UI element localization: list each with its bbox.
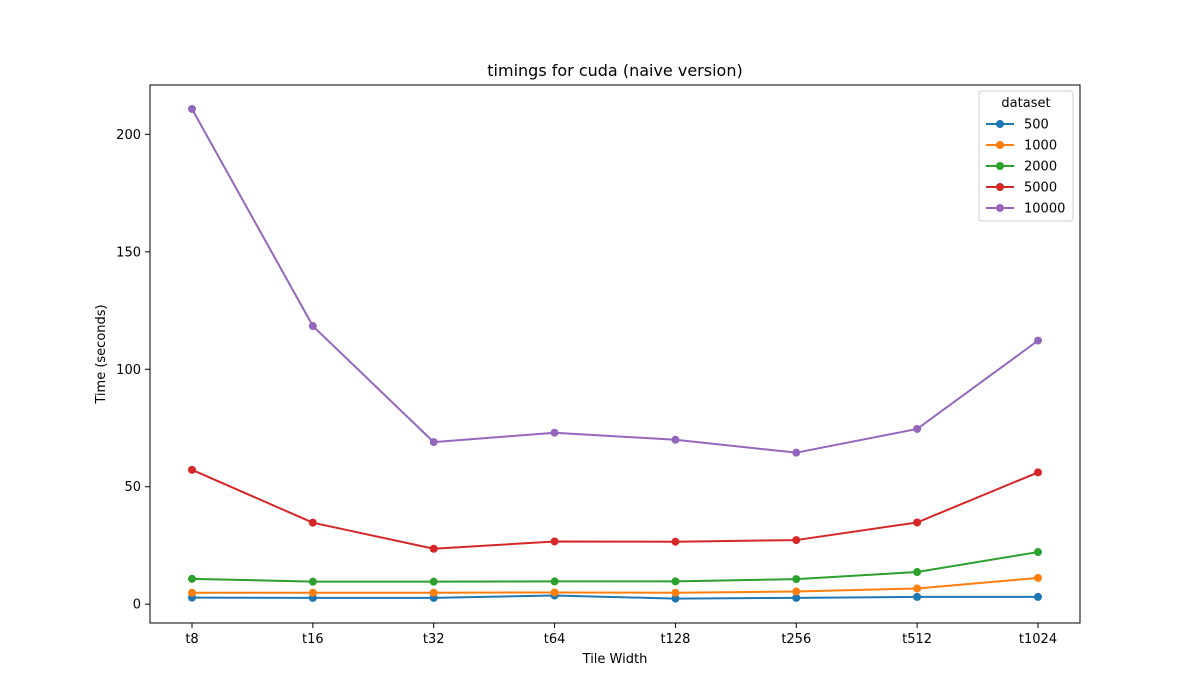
series-line: [191, 594, 1038, 600]
data-point: [671, 594, 680, 603]
series-line: [192, 576, 1039, 594]
data-point: [308, 518, 317, 527]
legend-marker: [996, 141, 1004, 149]
data-point: [550, 588, 559, 597]
x-tick-label: t8: [185, 632, 198, 647]
series-2000: [188, 548, 1042, 586]
data-point: [1034, 592, 1042, 601]
series-5000: [188, 465, 1042, 553]
data-point: [792, 593, 801, 602]
data-point: [1034, 336, 1042, 345]
data-point: [913, 584, 922, 593]
legend-label: 500: [1024, 118, 1049, 133]
y-tick-label: 200: [116, 128, 141, 143]
x-tick-label: t256: [781, 632, 811, 647]
x-tick-label: t16: [302, 632, 324, 647]
data-point: [792, 536, 801, 545]
y-axis-label: Time (seconds): [94, 304, 109, 404]
data-point: [188, 104, 196, 113]
data-point: [913, 592, 922, 601]
data-point: [429, 438, 438, 447]
legend-label: 5000: [1024, 181, 1057, 196]
series-layer: [188, 104, 1042, 603]
x-tick-label: t32: [423, 632, 445, 647]
data-point: [429, 544, 438, 553]
y-tick-label: 50: [124, 480, 141, 495]
legend: dataset 500 1000 2000 5000 10000: [978, 90, 1074, 222]
x-tick-label: t512: [902, 632, 932, 647]
data-point: [1034, 548, 1042, 557]
x-tick-label: t64: [544, 632, 566, 647]
data-point: [913, 518, 922, 527]
series-10000: [188, 104, 1042, 457]
x-tick-label: t128: [660, 632, 690, 647]
data-point: [550, 537, 559, 546]
series-1000: [188, 573, 1042, 597]
data-point: [792, 575, 801, 584]
chart-title: timings for cuda (naive version): [487, 61, 742, 80]
legend-label: 10000: [1024, 202, 1065, 217]
x-axis: t8 t16 t32 t64 t128 t256 t512 t1024: [185, 623, 1057, 647]
legend-marker: [996, 183, 1004, 191]
data-point: [671, 588, 680, 597]
data-point: [308, 577, 317, 586]
data-point: [550, 577, 559, 586]
data-point: [792, 587, 801, 596]
legend-label: 1000: [1024, 139, 1057, 154]
data-point: [671, 435, 680, 444]
data-point: [1034, 573, 1042, 582]
y-tick-label: 0: [133, 598, 141, 613]
data-point: [188, 574, 196, 583]
data-point: [188, 588, 196, 597]
data-point: [308, 322, 317, 331]
data-point: [671, 577, 680, 586]
legend-marker: [996, 120, 1004, 128]
legend-title: dataset: [1001, 96, 1050, 111]
data-point: [1034, 468, 1042, 477]
legend-label: 2000: [1024, 160, 1057, 175]
data-point: [792, 448, 801, 457]
data-point: [429, 588, 438, 597]
data-point: [913, 424, 922, 433]
plot-area: [149, 84, 1081, 624]
y-tick-label: 150: [116, 245, 141, 260]
y-tick-label: 100: [116, 363, 141, 378]
x-tick-label: t1024: [1019, 632, 1057, 647]
y-axis: 0 50 100 150 200: [116, 128, 150, 613]
x-axis-label: Tile Width: [582, 652, 648, 667]
data-point: [913, 568, 922, 577]
series-line: [191, 468, 1039, 550]
series-line: [191, 108, 1039, 454]
data-point: [308, 588, 317, 597]
legend-marker: [996, 162, 1004, 170]
data-point: [429, 577, 438, 586]
data-point: [671, 537, 680, 546]
data-point: [550, 428, 559, 437]
legend-marker: [996, 204, 1004, 212]
data-point: [188, 465, 196, 474]
series-line: [191, 551, 1039, 583]
